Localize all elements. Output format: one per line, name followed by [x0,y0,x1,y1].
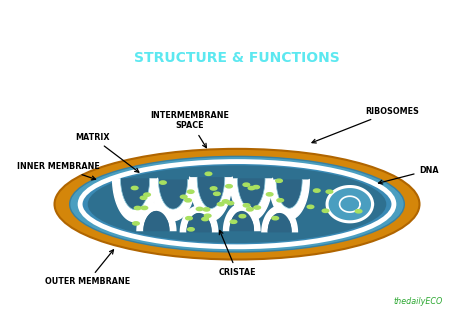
Polygon shape [112,178,157,222]
Polygon shape [186,213,212,233]
Circle shape [326,190,333,193]
Ellipse shape [80,161,394,247]
Circle shape [276,179,283,182]
Circle shape [202,217,209,221]
Circle shape [266,193,273,196]
Text: RIBOSOMES: RIBOSOMES [312,107,419,143]
Circle shape [205,172,212,175]
Polygon shape [261,205,298,233]
Polygon shape [269,179,309,220]
Circle shape [204,214,211,217]
Polygon shape [229,211,254,231]
Circle shape [186,216,192,220]
Polygon shape [268,213,292,233]
Text: CRISTAE: CRISTAE [218,230,256,277]
Ellipse shape [88,165,386,243]
Circle shape [226,185,232,188]
Circle shape [203,208,210,211]
Circle shape [181,195,187,198]
Polygon shape [180,205,219,233]
Circle shape [210,187,217,190]
Polygon shape [327,186,373,222]
Circle shape [230,220,237,223]
Polygon shape [276,179,302,208]
Polygon shape [197,177,225,209]
Polygon shape [120,178,150,210]
Circle shape [196,207,203,210]
Polygon shape [151,179,195,221]
Circle shape [217,203,224,206]
Polygon shape [137,203,176,231]
Polygon shape [143,211,170,231]
Text: MITOCHONDIRA: MITOCHONDIRA [132,14,342,38]
Circle shape [253,185,259,189]
Circle shape [185,199,191,202]
Text: OUTER MEMBRANE: OUTER MEMBRANE [45,250,130,286]
Polygon shape [230,178,273,221]
Polygon shape [190,177,232,221]
Circle shape [144,193,150,196]
Polygon shape [223,203,261,231]
Circle shape [160,181,166,184]
Circle shape [243,204,250,207]
Text: INNER MEMBRANE: INNER MEMBRANE [17,162,100,180]
Polygon shape [237,178,265,209]
Circle shape [141,206,148,210]
Circle shape [243,183,250,186]
Circle shape [248,186,255,190]
Circle shape [133,222,139,225]
Circle shape [322,209,329,212]
Circle shape [187,190,194,193]
Circle shape [188,228,194,231]
Circle shape [355,210,362,213]
Circle shape [239,215,246,218]
Circle shape [134,206,141,210]
Circle shape [272,216,279,220]
Text: STRUCTURE & FUNCTIONS: STRUCTURE & FUNCTIONS [134,51,340,65]
Circle shape [307,205,314,209]
Circle shape [227,202,234,205]
Text: INTERMEMBRANE
SPACE: INTERMEMBRANE SPACE [150,111,229,148]
Circle shape [313,189,320,192]
Text: MATRIX: MATRIX [75,133,139,172]
Circle shape [254,206,261,209]
Circle shape [246,208,253,211]
Circle shape [131,186,138,190]
Circle shape [277,199,283,202]
Circle shape [140,196,147,199]
Text: DNA: DNA [379,166,439,184]
Polygon shape [158,179,188,209]
Text: thedailyECO: thedailyECO [393,297,443,307]
Ellipse shape [70,156,404,252]
Circle shape [222,200,229,203]
Ellipse shape [55,149,419,259]
Circle shape [213,192,220,195]
